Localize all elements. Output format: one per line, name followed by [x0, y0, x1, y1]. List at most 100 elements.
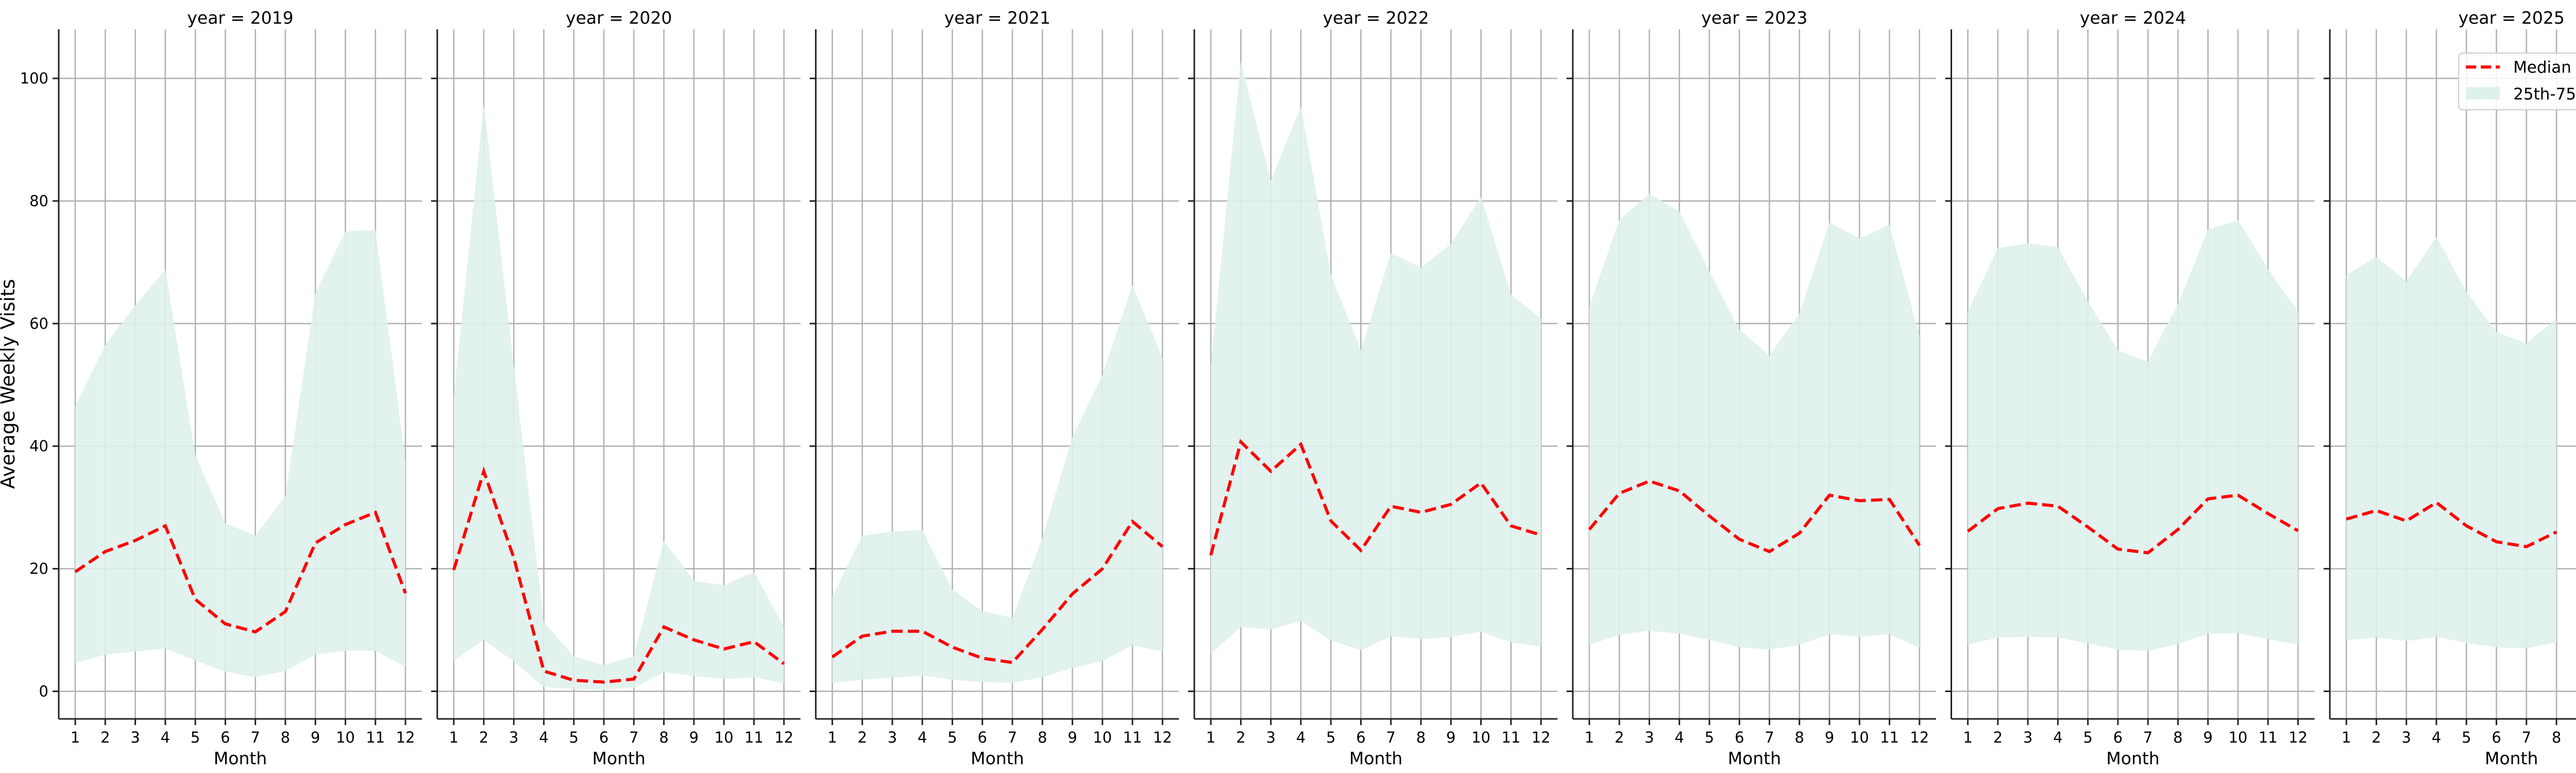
legend-median-label: Median [2513, 58, 2571, 77]
x-axis-label: Month [1728, 748, 1781, 768]
x-tick-label: 12 [1532, 729, 1551, 746]
y-tick-label: 0 [39, 682, 48, 700]
x-tick-label: 5 [947, 729, 957, 746]
x-tick-label: 9 [1825, 729, 1834, 746]
percentile-band [453, 104, 784, 690]
x-tick-label: 8 [1416, 729, 1426, 746]
x-tick-label: 6 [1735, 729, 1744, 746]
x-tick-label: 7 [2522, 729, 2531, 746]
y-tick-label: 80 [29, 192, 48, 210]
x-tick-label: 2 [2371, 729, 2381, 746]
x-tick-label: 6 [599, 729, 608, 746]
x-tick-label: 1 [71, 729, 80, 746]
panel-title: year = 2025 [2459, 8, 2565, 28]
percentile-band [1589, 193, 1920, 650]
x-tick-label: 2 [857, 729, 867, 746]
percentile-band [75, 229, 405, 678]
x-tick-label: 1 [1585, 729, 1594, 746]
panel-title: year = 2022 [1323, 8, 1429, 28]
x-tick-label: 4 [1674, 729, 1684, 746]
x-tick-label: 1 [1963, 729, 1972, 746]
x-tick-label: 10 [336, 729, 355, 746]
x-axis-label: Month [2106, 748, 2159, 768]
x-tick-label: 7 [1765, 729, 1774, 746]
x-tick-label: 6 [2113, 729, 2123, 746]
percentile-band [2346, 237, 2557, 649]
x-tick-label: 6 [978, 729, 987, 746]
x-tick-label: 11 [1501, 729, 1520, 746]
x-tick-label: 10 [715, 729, 734, 746]
x-tick-label: 11 [1123, 729, 1142, 746]
percentile-band [1211, 62, 1541, 654]
x-tick-label: 4 [2053, 729, 2062, 746]
panel-title: year = 2020 [566, 8, 672, 28]
y-tick-label: 40 [29, 438, 48, 455]
x-tick-label: 2 [1615, 729, 1624, 746]
x-tick-label: 4 [161, 729, 170, 746]
x-tick-label: 12 [1153, 729, 1172, 746]
x-tick-label: 11 [744, 729, 764, 746]
x-tick-label: 9 [1446, 729, 1455, 746]
x-tick-label: 8 [1038, 729, 1047, 746]
x-tick-label: 5 [191, 729, 200, 746]
x-tick-label: 3 [1266, 729, 1275, 746]
x-tick-label: 7 [2143, 729, 2153, 746]
x-tick-label: 5 [2083, 729, 2092, 746]
x-tick-label: 10 [1471, 729, 1490, 746]
x-tick-label: 4 [2432, 729, 2441, 746]
x-tick-label: 7 [629, 729, 638, 746]
x-axis-label: Month [214, 748, 267, 768]
x-tick-label: 1 [2342, 729, 2351, 746]
x-tick-label: 3 [1645, 729, 1654, 746]
x-tick-label: 9 [2203, 729, 2212, 746]
x-axis-label: Month [971, 748, 1024, 768]
x-tick-label: 1 [1206, 729, 1215, 746]
x-tick-label: 11 [1880, 729, 1899, 746]
x-tick-label: 11 [366, 729, 385, 746]
percentile-band [832, 284, 1163, 683]
x-tick-label: 7 [1008, 729, 1017, 746]
x-tick-label: 8 [2173, 729, 2182, 746]
x-axis-label: Month [2485, 748, 2538, 768]
x-axis-label: Month [1349, 748, 1402, 768]
x-tick-label: 12 [774, 729, 793, 746]
median-line [452, 466, 785, 684]
x-tick-label: 5 [2462, 729, 2471, 746]
x-tick-label: 8 [281, 729, 290, 746]
panel-title: year = 2019 [187, 8, 293, 28]
y-tick-label: 100 [20, 70, 48, 87]
x-tick-label: 4 [539, 729, 548, 746]
x-tick-label: 3 [2402, 729, 2411, 746]
x-tick-label: 7 [1386, 729, 1396, 746]
x-tick-label: 5 [1705, 729, 1714, 746]
x-tick-label: 3 [2023, 729, 2032, 746]
x-tick-label: 6 [221, 729, 230, 746]
median-line [1588, 479, 1921, 553]
x-tick-label: 8 [659, 729, 668, 746]
percentile-band [1968, 220, 2298, 651]
x-tick-label: 3 [130, 729, 140, 746]
x-tick-label: 3 [888, 729, 897, 746]
x-tick-label: 1 [827, 729, 837, 746]
x-tick-label: 10 [2228, 729, 2247, 746]
x-tick-label: 11 [2259, 729, 2278, 746]
median-line [1967, 493, 2299, 554]
y-axis-label: Average Weekly Visits [0, 279, 19, 489]
x-tick-label: 7 [250, 729, 260, 746]
x-tick-label: 10 [1093, 729, 1112, 746]
x-tick-label: 3 [509, 729, 518, 746]
x-tick-label: 2 [1236, 729, 1245, 746]
median-line [831, 519, 1164, 664]
x-tick-label: 9 [311, 729, 320, 746]
x-tick-label: 9 [1067, 729, 1077, 746]
panel-title: year = 2021 [944, 8, 1050, 28]
x-tick-label: 4 [918, 729, 927, 746]
x-tick-label: 9 [689, 729, 699, 746]
x-tick-label: 2 [1993, 729, 2003, 746]
